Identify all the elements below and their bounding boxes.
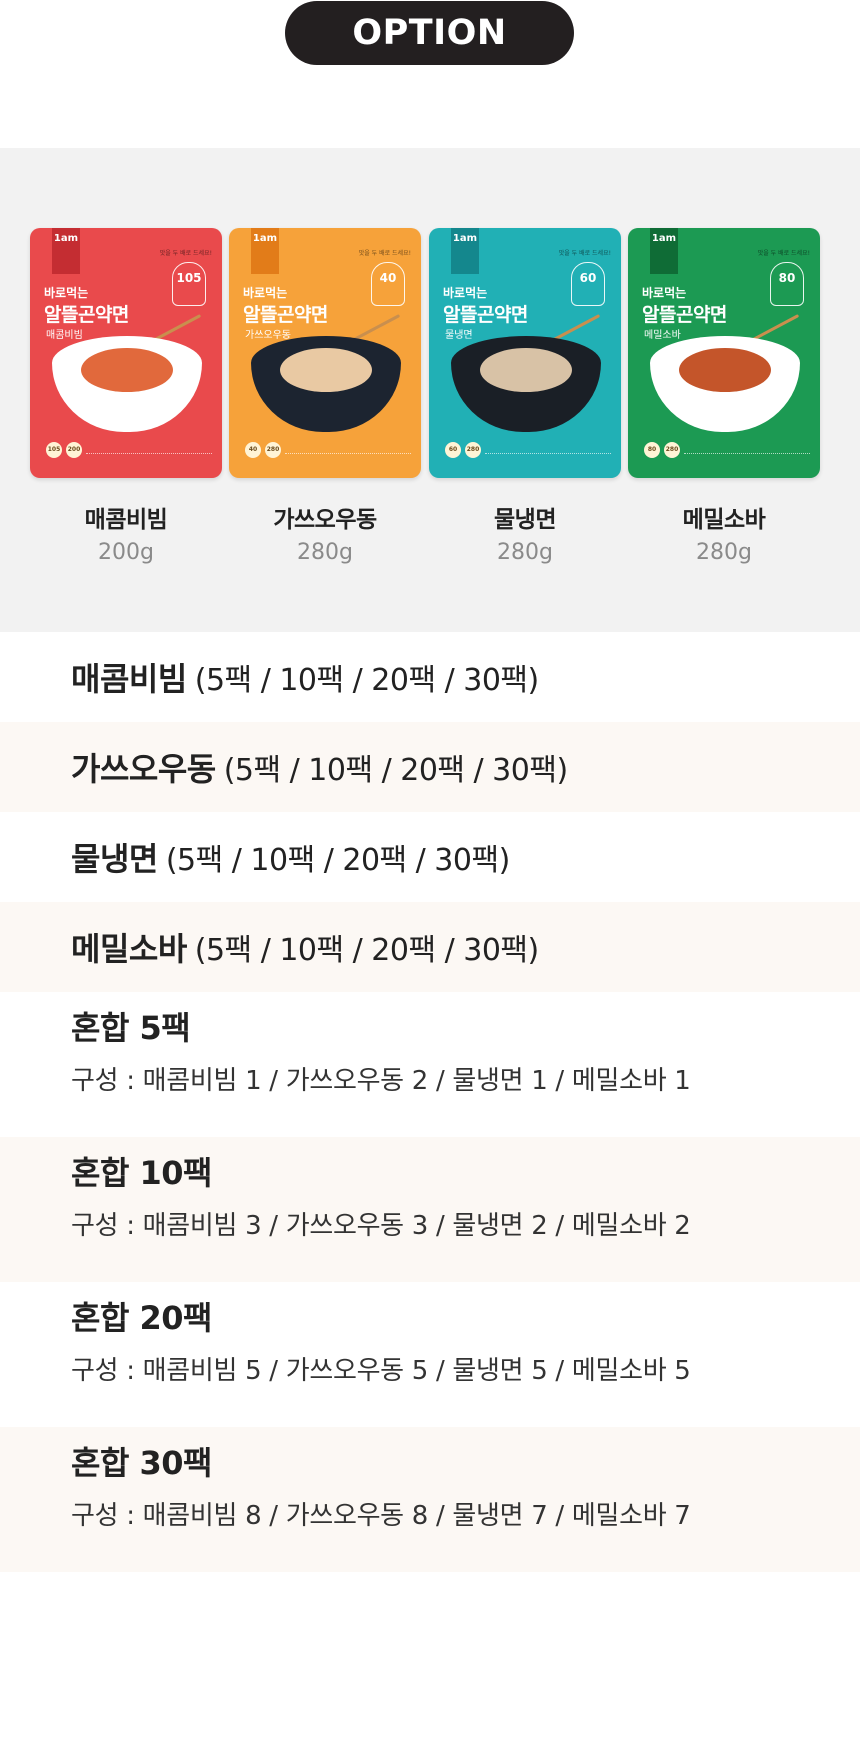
product-card: 1am 맛을 두 배로 드세요! 바로먹는 알뜰곤약면 매콤비빔 105 105… — [30, 228, 222, 565]
noodle-bowl-graphic — [52, 336, 202, 432]
weight-circle-badge: 280 — [465, 442, 481, 458]
pouch-flavor-label: 메밀소바 — [644, 330, 681, 341]
mix-option-row: 혼합 5팩 구성 : 매콤비빔 1 / 가쓰오우동 2 / 물냉면 1 / 메밀… — [0, 992, 860, 1137]
weight-circle-badge: 280 — [664, 442, 680, 458]
option-pack-sizes: (5팩 / 10팩 / 20팩 / 30팩) — [223, 753, 568, 788]
kcal-badge: 60 — [571, 262, 605, 306]
pouch-flavor-label: 물냉면 — [445, 330, 473, 341]
brand-logo: 1am — [650, 228, 678, 274]
weight-circle-badge: 280 — [265, 442, 281, 458]
pouch-tagline: 바로먹는 — [243, 286, 288, 300]
kcal-badge: 80 — [770, 262, 804, 306]
product-package-image: 1am 맛을 두 배로 드세요! 바로먹는 알뜰곤약면 메밀소바 80 80 2… — [628, 228, 820, 478]
noodle-bowl-graphic — [251, 336, 401, 432]
option-row: 물냉면 (5팩 / 10팩 / 20팩 / 30팩) — [0, 812, 860, 902]
mix-option-title: 혼합 20팩 — [71, 1299, 213, 1337]
mix-option-composition: 구성 : 매콤비빔 5 / 가쓰오우동 5 / 물냉면 5 / 메밀소바 5 — [71, 1356, 691, 1386]
pouch-footnote — [485, 449, 611, 454]
noodle-graphic — [81, 348, 173, 392]
mix-option-title: 혼합 10팩 — [71, 1154, 213, 1192]
mix-option-composition: 구성 : 매콤비빔 3 / 가쓰오우동 3 / 물냉면 2 / 메밀소바 2 — [71, 1211, 691, 1241]
product-lineup: 1am 맛을 두 배로 드세요! 바로먹는 알뜰곤약면 매콤비빔 105 105… — [0, 148, 860, 632]
kcal-circle-badge: 80 — [644, 442, 660, 458]
mix-option-title: 혼합 30팩 — [71, 1444, 213, 1482]
pouch-tagline: 바로먹는 — [443, 286, 488, 300]
product-name: 메밀소바 — [682, 507, 766, 533]
kcal-circle-badge: 105 — [46, 442, 62, 458]
product-name: 매콤비빔 — [84, 507, 168, 533]
pouch-tagline: 바로먹는 — [44, 286, 89, 300]
mix-option-row: 혼합 10팩 구성 : 매콤비빔 3 / 가쓰오우동 3 / 물냉면 2 / 메… — [0, 1137, 860, 1282]
pouch-top-note: 맛을 두 배로 드세요! — [757, 250, 810, 257]
option-pack-sizes: (5팩 / 10팩 / 20팩 / 30팩) — [165, 843, 510, 878]
pouch-brand-name: 알뜰곤약면 — [443, 304, 528, 326]
noodle-graphic — [480, 348, 572, 392]
kcal-badge: 40 — [371, 262, 405, 306]
product-card: 1am 맛을 두 배로 드세요! 바로먹는 알뜰곤약면 가쓰오우동 40 40 … — [229, 228, 421, 565]
option-pack-sizes: (5팩 / 10팩 / 20팩 / 30팩) — [194, 663, 539, 698]
option-row: 가쓰오우동 (5팩 / 10팩 / 20팩 / 30팩) — [0, 722, 860, 812]
pouch-footnote — [684, 449, 810, 454]
mix-option-row: 혼합 20팩 구성 : 매콤비빔 5 / 가쓰오우동 5 / 물냉면 5 / 메… — [0, 1282, 860, 1427]
pouch-top-note: 맛을 두 배로 드세요! — [558, 250, 611, 257]
product-weight: 280g — [497, 540, 553, 565]
mix-option-composition: 구성 : 매콤비빔 1 / 가쓰오우동 2 / 물냉면 1 / 메밀소바 1 — [71, 1066, 691, 1096]
mix-option-row: 혼합 30팩 구성 : 매콤비빔 8 / 가쓰오우동 8 / 물냉면 7 / 메… — [0, 1427, 860, 1572]
option-title: OPTION — [352, 13, 507, 53]
kcal-circle-badge: 40 — [245, 442, 261, 458]
pouch-brand-name: 알뜰곤약면 — [243, 304, 328, 326]
pouch-brand-name: 알뜰곤약면 — [642, 304, 727, 326]
option-header-pill: OPTION — [285, 1, 574, 65]
pouch-footnote — [86, 449, 212, 454]
pouch-tagline: 바로먹는 — [642, 286, 687, 300]
brand-logo: 1am — [451, 228, 479, 274]
noodle-bowl-graphic — [650, 336, 800, 432]
pouch-footnote — [285, 449, 411, 454]
pouch-top-note: 맛을 두 배로 드세요! — [358, 250, 411, 257]
option-name: 물냉면 — [71, 840, 158, 878]
product-card: 1am 맛을 두 배로 드세요! 바로먹는 알뜰곤약면 메밀소바 80 80 2… — [628, 228, 820, 565]
option-row: 메밀소바 (5팩 / 10팩 / 20팩 / 30팩) — [0, 902, 860, 992]
product-name: 가쓰오우동 — [273, 507, 377, 533]
product-weight: 200g — [98, 540, 154, 565]
noodle-graphic — [280, 348, 372, 392]
noodle-graphic — [679, 348, 771, 392]
pouch-flavor-label: 가쓰오우동 — [245, 330, 291, 341]
option-name: 매콤비빔 — [71, 660, 187, 698]
product-package-image: 1am 맛을 두 배로 드세요! 바로먹는 알뜰곤약면 가쓰오우동 40 40 … — [229, 228, 421, 478]
product-name: 물냉면 — [494, 507, 556, 533]
product-weight: 280g — [297, 540, 353, 565]
product-card: 1am 맛을 두 배로 드세요! 바로먹는 알뜰곤약면 물냉면 60 60 28… — [429, 228, 621, 565]
mix-option-title: 혼합 5팩 — [71, 1009, 191, 1047]
option-name: 메밀소바 — [71, 930, 187, 968]
product-package-image: 1am 맛을 두 배로 드세요! 바로먹는 알뜰곤약면 물냉면 60 60 28… — [429, 228, 621, 478]
brand-logo: 1am — [52, 228, 80, 274]
pouch-top-note: 맛을 두 배로 드세요! — [159, 250, 212, 257]
option-row: 매콤비빔 (5팩 / 10팩 / 20팩 / 30팩) — [0, 632, 860, 722]
noodle-bowl-graphic — [451, 336, 601, 432]
kcal-badge: 105 — [172, 262, 206, 306]
pouch-flavor-label: 매콤비빔 — [46, 330, 83, 341]
kcal-circle-badge: 60 — [445, 442, 461, 458]
product-package-image: 1am 맛을 두 배로 드세요! 바로먹는 알뜰곤약면 매콤비빔 105 105… — [30, 228, 222, 478]
product-weight: 280g — [696, 540, 752, 565]
pouch-brand-name: 알뜰곤약면 — [44, 304, 129, 326]
weight-circle-badge: 200 — [66, 442, 82, 458]
brand-logo: 1am — [251, 228, 279, 274]
option-name: 가쓰오우동 — [71, 750, 216, 788]
option-pack-sizes: (5팩 / 10팩 / 20팩 / 30팩) — [194, 933, 539, 968]
mix-option-composition: 구성 : 매콤비빔 8 / 가쓰오우동 8 / 물냉면 7 / 메밀소바 7 — [71, 1501, 691, 1531]
